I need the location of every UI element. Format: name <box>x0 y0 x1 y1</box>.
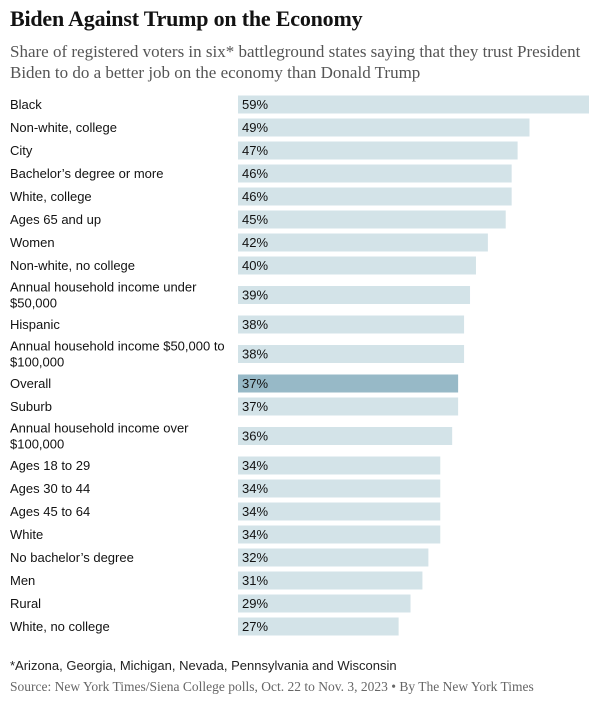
bar <box>238 315 465 334</box>
category-label: Ages 30 to 44 <box>10 481 90 496</box>
category-label: City <box>10 143 33 158</box>
category-label: Non-white, no college <box>10 258 135 273</box>
chart-subtitle: Share of registered voters in six* battl… <box>10 42 581 82</box>
category-label-line: $100,000 <box>10 355 64 370</box>
bar <box>238 164 512 183</box>
bar <box>238 210 506 229</box>
category-label: Overall <box>10 376 51 391</box>
data-label: 34% <box>242 481 268 496</box>
category-label: Ages 65 and up <box>10 212 101 227</box>
category-label: Men <box>10 573 35 588</box>
category-label: Rural <box>10 596 41 611</box>
bar-row: 46% White, college <box>10 187 512 206</box>
bar-row: 45% Ages 65 and up <box>10 210 506 229</box>
bar-row: 59% Black <box>10 95 589 114</box>
data-label: 38% <box>242 317 268 332</box>
bar-row: 38% Hispanic <box>10 315 465 334</box>
category-label: White, college <box>10 189 92 204</box>
bar-row: 32% No bachelor’s degree <box>10 548 429 567</box>
bar <box>238 571 423 590</box>
bar <box>238 479 441 498</box>
bar <box>238 502 441 521</box>
data-label: 32% <box>242 550 268 565</box>
bar-row: 39% Annual household income under $50,000 <box>10 280 471 311</box>
bar-row: 27% White, no college <box>10 617 399 636</box>
data-label: 31% <box>242 573 268 588</box>
data-label: 47% <box>242 143 268 158</box>
category-label: Annual household income $50,000 to $100,0… <box>10 339 225 370</box>
bar-row: 34% White <box>10 525 441 544</box>
bar-row: 36% Annual household income over $100,000 <box>10 421 453 452</box>
data-label: 39% <box>242 288 268 303</box>
data-label: 49% <box>242 120 268 135</box>
category-label-line: $50,000 <box>10 296 57 311</box>
data-label: 27% <box>242 619 268 634</box>
category-label-line: Annual household income over <box>10 421 189 436</box>
category-label: Black <box>10 97 42 112</box>
source-credit: Source: New York Times/Siena College pol… <box>10 679 534 694</box>
bar <box>238 427 453 445</box>
category-label-line: Annual household income under <box>10 280 197 295</box>
bar <box>238 374 459 393</box>
category-label: Hispanic <box>10 317 60 332</box>
data-label: 46% <box>242 166 268 181</box>
data-label: 36% <box>242 429 268 444</box>
data-label: 34% <box>242 527 268 542</box>
category-label: Annual household income over $100,000 <box>10 421 189 452</box>
category-label: No bachelor’s degree <box>10 550 134 565</box>
data-label: 45% <box>242 212 268 227</box>
bar-row: 40% Non-white, no college <box>10 256 476 275</box>
bar <box>238 233 488 252</box>
category-label: Ages 18 to 29 <box>10 458 90 473</box>
data-label: 37% <box>242 376 268 391</box>
chart-title: Biden Against Trump on the Economy <box>10 6 363 31</box>
bar <box>238 118 530 137</box>
bar-row: 42% Women <box>10 233 488 252</box>
data-label: 42% <box>242 235 268 250</box>
category-label: Non-white, college <box>10 120 117 135</box>
category-label-line: $100,000 <box>10 437 64 452</box>
category-label: Women <box>10 235 55 250</box>
data-label: 34% <box>242 504 268 519</box>
bar-row: 37% Overall <box>10 374 459 393</box>
bar <box>238 397 459 416</box>
category-label: Suburb <box>10 399 52 414</box>
bar <box>238 548 429 567</box>
bar <box>238 95 589 114</box>
bar-row: 47% City <box>10 141 518 160</box>
bar-row: 31% Men <box>10 571 423 590</box>
category-label: Ages 45 to 64 <box>10 504 90 519</box>
bar-row: 46% Bachelor’s degree or more <box>10 164 512 183</box>
bar-row: 34% Ages 18 to 29 <box>10 456 441 475</box>
category-label-line: Annual household income $50,000 to <box>10 339 225 354</box>
bar <box>238 286 471 304</box>
footnote: *Arizona, Georgia, Michigan, Nevada, Pen… <box>10 658 397 673</box>
category-label: Bachelor’s degree or more <box>10 166 163 181</box>
bar <box>238 141 518 160</box>
bar-row: 38% Annual household income $50,000 to $10… <box>10 339 465 370</box>
bar <box>238 617 399 636</box>
bar <box>238 525 441 544</box>
bar <box>238 187 512 206</box>
data-label: 37% <box>242 399 268 414</box>
data-label: 40% <box>242 258 268 273</box>
bar <box>238 456 441 475</box>
bar-row: 29% Rural <box>10 594 411 613</box>
bar <box>238 345 465 363</box>
data-label: 59% <box>242 97 268 112</box>
data-label: 46% <box>242 189 268 204</box>
data-label: 38% <box>242 347 268 362</box>
data-label: 34% <box>242 458 268 473</box>
bar <box>238 256 476 275</box>
category-label: White, no college <box>10 619 110 634</box>
bar <box>238 594 411 613</box>
category-label: Annual household income under $50,000 <box>10 280 197 311</box>
category-label: White <box>10 527 43 542</box>
bar-row: 37% Suburb <box>10 397 459 416</box>
bar-row: 49% Non-white, college <box>10 118 530 137</box>
data-label: 29% <box>242 596 268 611</box>
bar-row: 34% Ages 30 to 44 <box>10 479 441 498</box>
bar-row: 34% Ages 45 to 64 <box>10 502 441 521</box>
